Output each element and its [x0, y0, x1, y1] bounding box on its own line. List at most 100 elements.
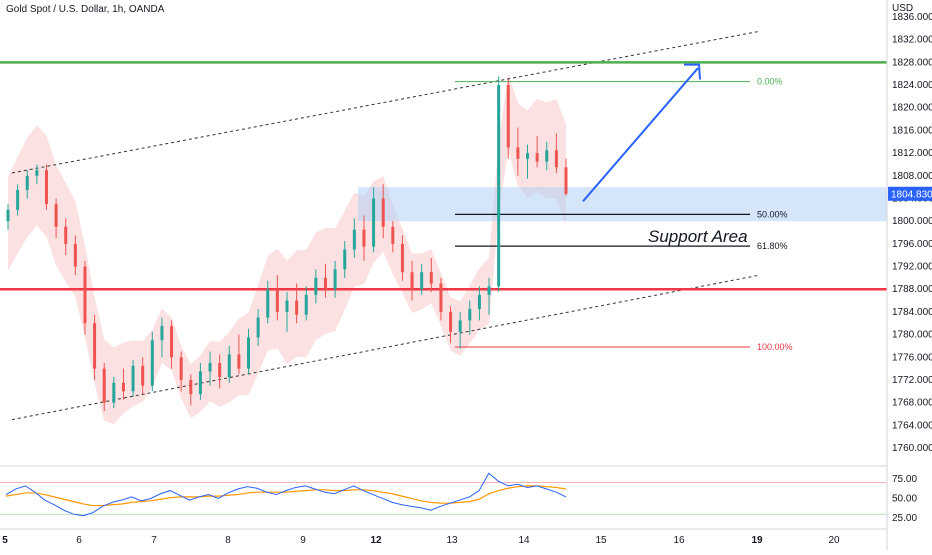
candle[interactable]: [304, 286, 308, 321]
candle[interactable]: [170, 320, 174, 369]
candle[interactable]: [564, 158, 568, 196]
y-tick-label: 1768.000: [892, 398, 932, 409]
rsi-ma-line[interactable]: [5, 485, 567, 507]
candle[interactable]: [295, 283, 299, 324]
y-tick-label: 1832.000: [892, 35, 932, 46]
candle[interactable]: [275, 275, 279, 321]
y-tick-label: 1836.000: [892, 12, 932, 23]
candle[interactable]: [6, 204, 10, 230]
current-price-badge-bg: [888, 186, 932, 201]
channel-lower-line[interactable]: [11, 274, 761, 421]
candle[interactable]: [429, 258, 433, 293]
candle-body: [160, 326, 164, 341]
candle[interactable]: [343, 241, 347, 278]
candle-body: [83, 266, 87, 324]
current-price-text: 1804.830: [891, 189, 932, 200]
candle[interactable]: [198, 362, 202, 400]
y-tick-label: 1772.000: [892, 375, 932, 386]
candle[interactable]: [237, 334, 241, 375]
candle-body: [333, 269, 337, 290]
candle[interactable]: [449, 306, 453, 344]
candle[interactable]: [477, 286, 481, 321]
candle[interactable]: [44, 164, 48, 210]
candle[interactable]: [121, 368, 125, 400]
candle[interactable]: [247, 328, 251, 375]
candle[interactable]: [25, 170, 29, 199]
candle-body: [545, 150, 549, 162]
support-zone[interactable]: [358, 187, 887, 222]
y-tick-label: 1808.000: [892, 171, 932, 182]
candle[interactable]: [54, 198, 58, 239]
candle-body: [150, 340, 154, 386]
candle[interactable]: [400, 235, 404, 281]
candle[interactable]: [64, 218, 68, 256]
rsi-line[interactable]: [5, 472, 567, 517]
candle[interactable]: [458, 311, 462, 349]
rsi-tick-label: 25.00: [892, 513, 917, 524]
candle[interactable]: [554, 133, 558, 173]
candle[interactable]: [381, 184, 385, 239]
y-tick-label: 1776.000: [892, 352, 932, 363]
candle-body: [227, 354, 231, 378]
candle[interactable]: [131, 360, 135, 397]
candle[interactable]: [372, 187, 376, 253]
candle[interactable]: [218, 354, 222, 389]
x-tick-label: 8: [225, 535, 231, 546]
candle[interactable]: [73, 235, 77, 276]
candle[interactable]: [333, 260, 337, 298]
candle[interactable]: [439, 277, 443, 321]
candle[interactable]: [497, 76, 501, 293]
candle[interactable]: [112, 377, 116, 409]
candle[interactable]: [323, 263, 327, 298]
candle[interactable]: [410, 260, 414, 301]
candle[interactable]: [102, 362, 106, 412]
candle[interactable]: [256, 309, 260, 346]
support-area-label: Support Area: [648, 227, 748, 246]
y-tick-label: 1784.000: [892, 307, 932, 318]
candle-body: [343, 249, 347, 270]
candle-body: [131, 365, 135, 392]
candle[interactable]: [93, 314, 97, 380]
channel-upper-line[interactable]: [11, 30, 761, 174]
candle-body: [304, 294, 308, 315]
candle[interactable]: [208, 351, 212, 386]
candle-body: [439, 283, 443, 312]
candle[interactable]: [535, 136, 539, 168]
candle[interactable]: [487, 277, 491, 315]
candle[interactable]: [16, 184, 20, 216]
candle[interactable]: [83, 260, 87, 335]
candle[interactable]: [314, 269, 318, 304]
candle[interactable]: [35, 164, 39, 185]
candle[interactable]: [352, 218, 356, 259]
fib-label-1: 50.00%: [757, 209, 788, 219]
candle-body: [218, 362, 222, 378]
candle[interactable]: [285, 292, 289, 332]
candle[interactable]: [266, 280, 270, 324]
candle[interactable]: [506, 79, 510, 159]
candle[interactable]: [227, 345, 231, 383]
candle-body: [372, 198, 376, 247]
candle[interactable]: [468, 300, 472, 335]
candle[interactable]: [391, 221, 395, 253]
candle[interactable]: [420, 263, 424, 295]
candle[interactable]: [141, 357, 145, 395]
fib-label-2: 61.80%: [757, 241, 788, 251]
candle[interactable]: [516, 127, 520, 176]
candle[interactable]: [189, 374, 193, 406]
fib-label-3: 100.00%: [757, 342, 793, 352]
y-tick-label: 1800.000: [892, 216, 932, 227]
candle-body: [400, 243, 404, 273]
candle[interactable]: [150, 331, 154, 392]
candle[interactable]: [362, 215, 366, 261]
candle[interactable]: [526, 144, 530, 179]
candle-body: [516, 147, 520, 159]
candle[interactable]: [179, 351, 183, 392]
projection-arrow[interactable]: [582, 67, 699, 202]
candle-body: [141, 365, 145, 386]
candle-body: [64, 226, 68, 244]
candle[interactable]: [160, 317, 164, 358]
candle-body: [497, 85, 501, 287]
x-tick-label: 14: [518, 535, 530, 546]
candle[interactable]: [545, 141, 549, 171]
